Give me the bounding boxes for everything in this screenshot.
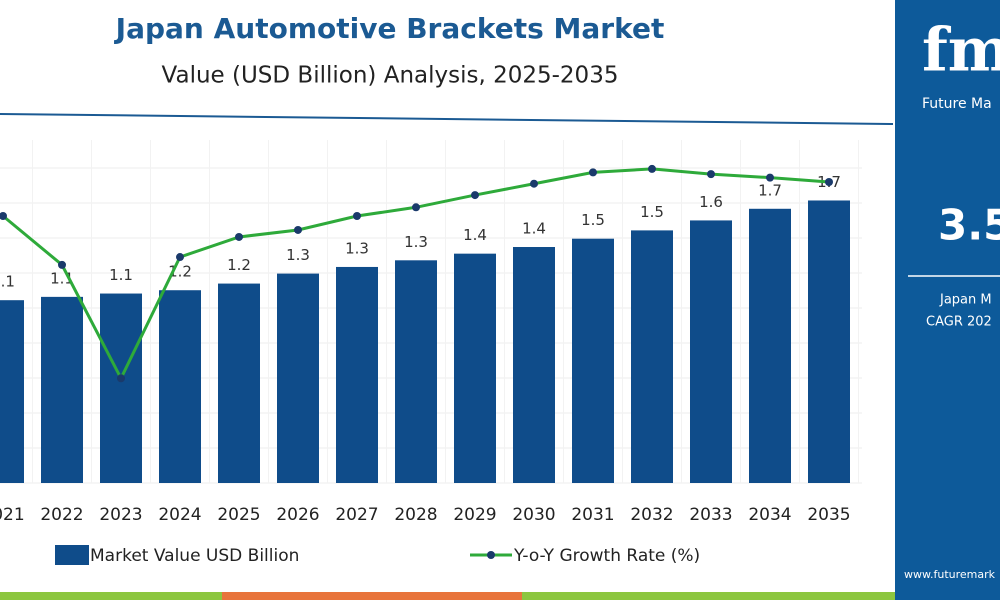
header-rule: [0, 113, 894, 125]
value-label: 1.5: [640, 203, 664, 221]
bar: [631, 230, 673, 483]
bar: [808, 200, 850, 483]
x-tick-label: 2025: [217, 505, 260, 525]
bar: [41, 296, 83, 483]
x-tick-label: 2029: [453, 505, 496, 525]
value-label: 1.3: [286, 246, 310, 264]
x-tick-label: 2026: [276, 505, 319, 525]
value-label: 1.4: [463, 226, 487, 244]
value-label: 1.1: [109, 266, 133, 284]
legend-swatch: [487, 551, 495, 559]
panel-line1: Japan M: [939, 293, 992, 308]
x-tick-label: 2023: [99, 505, 142, 525]
value-label: 1.7: [758, 181, 782, 199]
growth-point: [353, 212, 361, 221]
growth-point: [0, 212, 7, 221]
value-label: 1.6: [699, 193, 723, 211]
bar: [454, 253, 496, 483]
panel-line2: CAGR 202: [926, 315, 992, 330]
growth-point: [412, 203, 420, 212]
stripe: [522, 592, 895, 600]
value-label: 1.4: [522, 220, 546, 238]
value-label: 1.5: [581, 211, 605, 229]
legend-swatch: [55, 545, 89, 565]
growth-point: [707, 170, 715, 179]
x-tick-label: 2035: [807, 505, 850, 525]
bar: [749, 208, 791, 484]
x-tick-label: 2022: [40, 505, 83, 525]
bar: [395, 260, 437, 483]
x-tick-label: 2021: [0, 505, 25, 525]
growth-point: [471, 191, 479, 200]
chart-title: Japan Automotive Brackets Market: [114, 12, 665, 45]
stripe: [0, 592, 222, 600]
x-tick-label: 2032: [630, 505, 673, 525]
panel-logo: fmi: [922, 16, 1000, 86]
x-tick-label: 2034: [748, 505, 791, 525]
growth-point: [530, 179, 538, 188]
side-panel: fmi Future Ma 3.5 Japan M CAGR 202 www.f…: [895, 0, 1000, 600]
x-tick-label: 2028: [394, 505, 437, 525]
growth-point: [176, 253, 184, 262]
bar: [336, 266, 378, 483]
legend-label: Y-o-Y Growth Rate (%): [513, 546, 700, 566]
bar: [572, 238, 614, 483]
legend-label: Market Value USD Billion: [90, 546, 299, 566]
panel-url: www.futuremark: [904, 568, 996, 581]
value-label: 1.1: [0, 273, 15, 291]
bar: [218, 283, 260, 483]
x-tick-label: 2027: [335, 505, 378, 525]
bar: [277, 273, 319, 483]
bar: [159, 290, 201, 483]
growth-point: [235, 232, 243, 241]
bar: [690, 220, 732, 483]
value-label: 1.3: [404, 233, 428, 251]
value-label: 1.2: [227, 256, 251, 274]
growth-point: [589, 168, 597, 177]
growth-point: [766, 173, 774, 182]
growth-point: [294, 225, 302, 234]
growth-point: [648, 164, 656, 173]
panel-value: 3.5: [938, 201, 1000, 250]
stripe: [222, 592, 522, 600]
growth-point: [825, 177, 833, 186]
growth-point: [117, 374, 125, 383]
growth-point: [58, 260, 66, 269]
bar: [100, 293, 142, 483]
x-tick-label: 2024: [158, 505, 201, 525]
value-label: 1.3: [345, 239, 369, 257]
bar: [513, 247, 555, 483]
panel-bg: [895, 0, 1000, 600]
x-tick-label: 2033: [689, 505, 732, 525]
panel-brand: Future Ma: [922, 96, 992, 112]
chart-subtitle: Value (USD Billion) Analysis, 2025-2035: [162, 63, 619, 89]
x-tick-label: 2030: [512, 505, 555, 525]
x-tick-label: 2031: [571, 505, 614, 525]
bar: [0, 300, 24, 483]
